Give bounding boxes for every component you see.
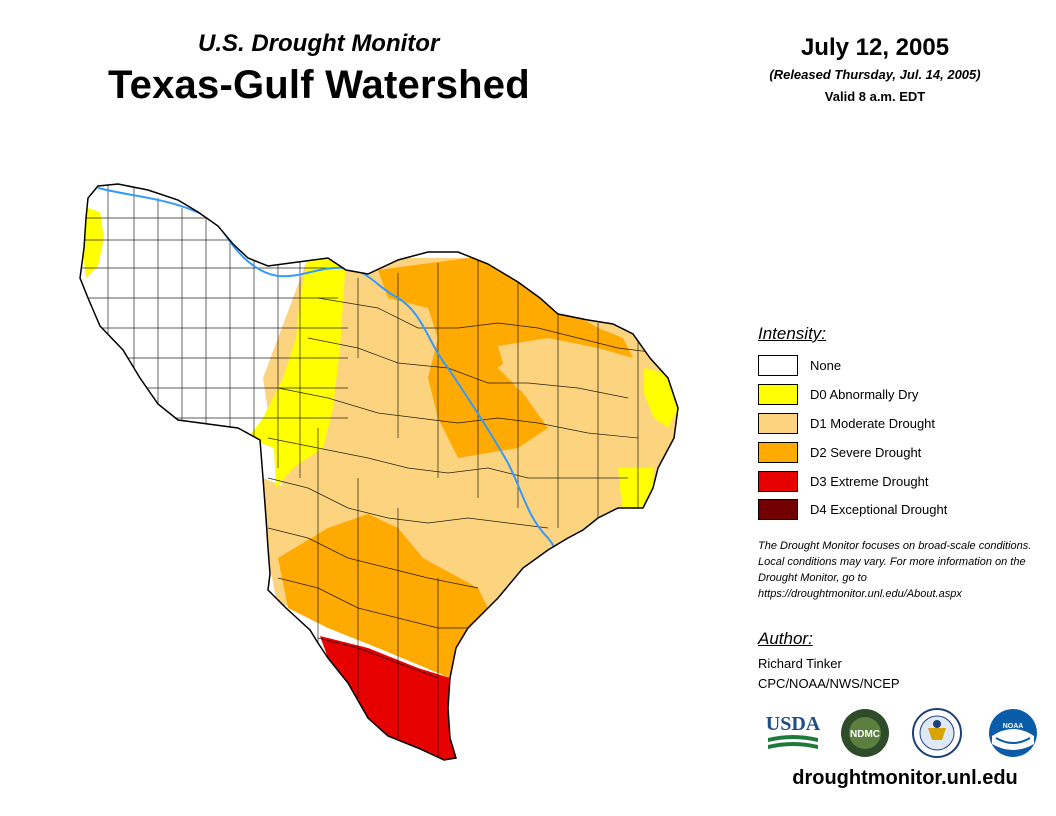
legend-heading: Intensity:: [758, 324, 827, 343]
footer-url[interactable]: droughtmonitor.unl.edu: [792, 767, 1018, 789]
legend-item-d1: D1 Moderate Drought: [758, 412, 935, 434]
commerce-seal-logo: [912, 708, 962, 758]
legend-item-d3: D3 Extreme Drought: [758, 470, 929, 492]
d0-dry-region-panhandle: [82, 206, 104, 278]
legend-label: D0 Abnormally Dry: [810, 386, 919, 402]
valid-time: Valid 8 a.m. EDT: [824, 89, 926, 104]
legend-label: None: [810, 357, 842, 373]
usda-logo: USDA: [766, 713, 820, 749]
legend-label: D4 Exceptional Drought: [810, 501, 948, 517]
basin-outline: [79, 183, 679, 761]
map-date: July 12, 2005: [800, 34, 950, 61]
author-org: CPC/NOAA/NWS/NCEP: [758, 676, 900, 691]
noaa-logo-text: NOAA: [1003, 723, 1024, 730]
legend-label: D1 Moderate Drought: [810, 415, 936, 431]
d2-severe-region-south: [278, 514, 488, 678]
ndmc-logo-text: NDMC: [850, 729, 880, 740]
map-title: Texas-Gulf Watershed: [108, 63, 530, 107]
usda-logo-text: USDA: [766, 713, 820, 735]
legend-item-none: None: [758, 354, 841, 376]
ndmc-logo: NDMC: [841, 709, 889, 757]
d0-dry-region-southeast: [618, 468, 653, 516]
legend-label: D2 Severe Drought: [810, 444, 922, 460]
disclaimer-note: The Drought Monitor focuses on broad-sca…: [758, 540, 1032, 600]
noaa-logo: NOAA: [989, 709, 1037, 757]
county-lines: [80, 184, 659, 758]
d3-extreme-region: [320, 636, 456, 760]
d0-dry-region-west: [248, 256, 346, 488]
legend-swatch: [758, 383, 798, 405]
author-name: Richard Tinker: [758, 656, 842, 671]
legend-swatch: [758, 441, 798, 463]
legend-label: D3 Extreme Drought: [810, 473, 929, 489]
legend-item-d4: D4 Exceptional Drought: [758, 498, 947, 520]
legend-swatch: [758, 354, 798, 376]
map-subtitle: U.S. Drought Monitor: [198, 30, 440, 57]
legend-swatch: [758, 498, 798, 520]
release-date: (Released Thursday, Jul. 14, 2005): [769, 67, 981, 82]
legend-swatch: [758, 470, 798, 492]
legend-swatch: [758, 412, 798, 434]
legend-item-d0: D0 Abnormally Dry: [758, 383, 918, 405]
drought-map: [79, 183, 679, 761]
author-heading: Author:: [758, 629, 813, 648]
legend-item-d2: D2 Severe Drought: [758, 441, 921, 463]
